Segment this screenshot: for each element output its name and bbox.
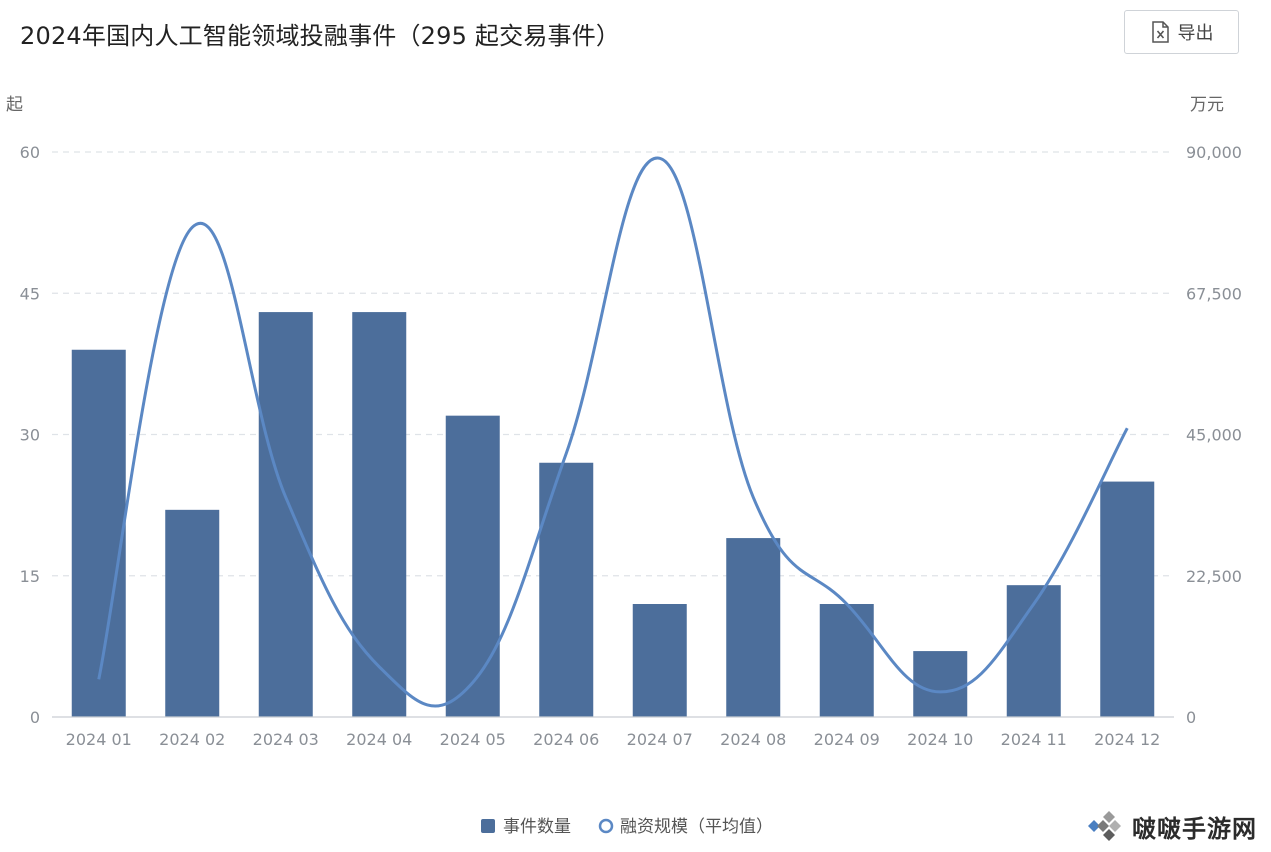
left-axis-unit: 起 [6, 95, 23, 115]
export-label: 导出 [1177, 23, 1214, 44]
x-tick-label: 2024 11 [1001, 730, 1067, 749]
legend-item-line[interactable]: 融资规模（平均值） [598, 817, 773, 837]
bar-2024-08[interactable] [726, 538, 781, 717]
bar-2024-01[interactable] [71, 349, 126, 717]
right-axis-unit: 万元 [1190, 95, 1224, 115]
x-tick-label: 2024 01 [66, 730, 132, 749]
x-tick-label: 2024 07 [627, 730, 693, 749]
bar-2024-10[interactable] [913, 651, 968, 717]
right-tick-label: 67,500 [1186, 284, 1242, 303]
left-tick-label: 30 [20, 426, 40, 445]
x-tick-label: 2024 10 [907, 730, 973, 749]
x-tick-label: 2024 09 [814, 730, 880, 749]
x-tick-label: 2024 05 [440, 730, 506, 749]
legend-bar-label: 事件数量 [503, 817, 571, 837]
watermark-text: 啵啵手游网 [1132, 814, 1257, 843]
x-tick-label: 2024 03 [253, 730, 319, 749]
bar-2024-04[interactable] [352, 312, 407, 717]
bar-2024-02[interactable] [165, 509, 220, 717]
legend-bar-swatch [481, 819, 495, 833]
series-line-funding [97, 156, 1129, 708]
x-tick-label: 2024 06 [533, 730, 599, 749]
bar-2024-06[interactable] [539, 462, 594, 717]
x-tick-label: 2024 02 [159, 730, 225, 749]
x-tick-label: 2024 08 [720, 730, 786, 749]
right-tick-label: 22,500 [1186, 567, 1242, 586]
right-tick-label: 0 [1186, 708, 1196, 727]
legend-line-swatch [598, 818, 614, 834]
bar-2024-07[interactable] [632, 604, 687, 717]
left-tick-label: 60 [20, 143, 40, 162]
diamond-logo-icon [1088, 811, 1121, 841]
x-tick-label: 2024 04 [346, 730, 412, 749]
x-tick-label: 2024 12 [1094, 730, 1160, 749]
left-tick-label: 0 [30, 708, 40, 727]
left-tick-label: 45 [20, 284, 40, 303]
legend-line-label: 融资规模（平均值） [620, 817, 773, 837]
legend-item-bar[interactable]: 事件数量 [481, 817, 571, 837]
excel-file-icon [1150, 21, 1170, 43]
left-tick-label: 15 [20, 567, 40, 586]
bar-2024-11[interactable] [1006, 585, 1061, 717]
chart-title: 2024年国内人工智能领域投融事件（295 起交易事件） [20, 22, 621, 50]
bar-2024-03[interactable] [258, 312, 313, 717]
bar-2024-09[interactable] [819, 604, 874, 717]
right-tick-label: 45,000 [1186, 426, 1242, 445]
right-tick-label: 90,000 [1186, 143, 1242, 162]
watermark: 啵啵手游网 [1082, 808, 1257, 844]
bar-2024-12[interactable] [1100, 481, 1155, 717]
bar-2024-05[interactable] [445, 415, 500, 717]
export-button[interactable]: 导出 [1124, 10, 1239, 54]
